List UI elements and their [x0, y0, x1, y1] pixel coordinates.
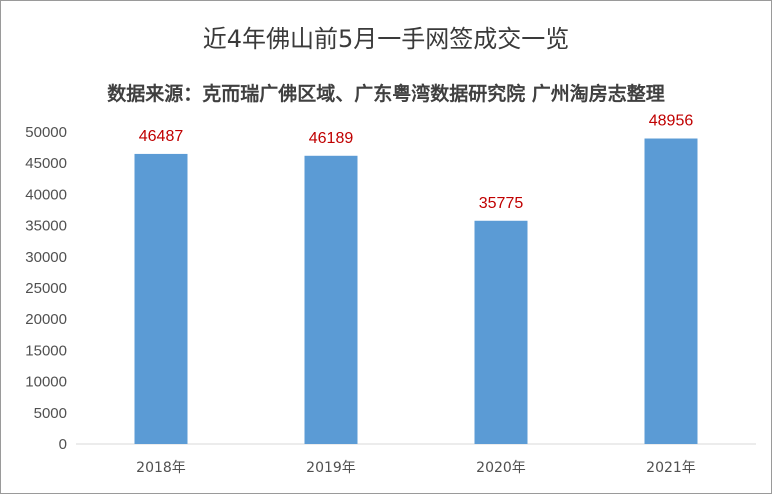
y-tick-label: 15000: [25, 342, 67, 359]
y-axis: 0 5000 10000 15000 20000 25000 30000 35000 40000…: [25, 124, 67, 453]
bar: [134, 153, 188, 444]
bar: [474, 220, 528, 444]
y-tick-label: 30000: [25, 249, 67, 266]
x-tick-label: 2020年: [476, 460, 526, 476]
x-tick-label: 2018年: [136, 460, 186, 476]
data-labels: 46487 46189 35775 48956: [139, 113, 694, 212]
data-label: 48956: [649, 113, 694, 130]
chart-title: 近4年佛山前5月一手网签成交一览: [202, 25, 570, 53]
y-tick-label: 0: [59, 436, 67, 453]
bar: [644, 138, 698, 444]
x-axis: 2018年 2019年 2020年 2021年: [136, 460, 696, 476]
y-tick-label: 10000: [25, 374, 67, 391]
chart-subtitle: 数据来源：克而瑞广佛区域、广东粤湾数据研究院 广州淘房志整理: [107, 83, 665, 105]
data-label: 46189: [309, 130, 354, 147]
bar: [304, 155, 358, 444]
y-tick-label: 5000: [34, 405, 67, 422]
bar-series: [134, 138, 698, 444]
x-tick-label: 2021年: [646, 460, 696, 476]
y-tick-label: 35000: [25, 218, 67, 235]
y-tick-label: 50000: [25, 124, 67, 141]
x-tick-label: 2019年: [306, 460, 356, 476]
data-label: 35775: [479, 195, 524, 212]
y-tick-label: 20000: [25, 311, 67, 328]
y-tick-label: 40000: [25, 186, 67, 203]
y-tick-label: 25000: [25, 280, 67, 297]
y-tick-label: 45000: [25, 155, 67, 172]
data-label: 46487: [139, 128, 184, 145]
